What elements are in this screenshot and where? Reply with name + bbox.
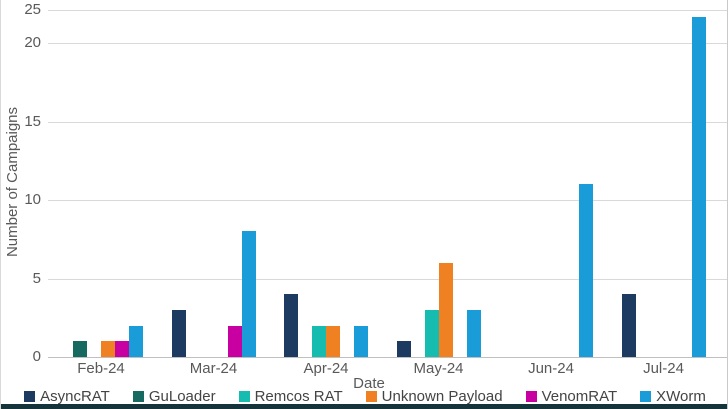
bar-venomrat-mar-24 bbox=[227, 325, 242, 357]
y-tick-label-0: 0 bbox=[32, 348, 41, 365]
bar-unknown-payload-feb-24 bbox=[101, 341, 115, 357]
legend-item-guloader: GuLoader bbox=[132, 388, 216, 405]
bar-xworm-feb-24 bbox=[129, 325, 143, 357]
bar-guloader-feb-24 bbox=[73, 341, 87, 357]
bar-asyncrat-may-24 bbox=[396, 341, 411, 357]
gridline-y-5 bbox=[48, 279, 727, 280]
x-axis-title: Date bbox=[353, 375, 385, 392]
x-label-jul-24: Jul-24 bbox=[643, 360, 684, 377]
legend-swatch-icon bbox=[238, 391, 250, 402]
y-axis-title: Number of Campaigns bbox=[4, 106, 21, 258]
legend-swatch-icon bbox=[525, 391, 537, 402]
legend-swatch-icon bbox=[24, 391, 36, 402]
y-tick-label-5: 5 bbox=[32, 270, 41, 287]
x-label-feb-24: Feb-24 bbox=[77, 360, 125, 377]
gridline-y-25 bbox=[48, 10, 727, 11]
bar-xworm-apr-24 bbox=[354, 325, 368, 357]
legend-label: GuLoader bbox=[148, 388, 216, 405]
bar-xworm-jun-24 bbox=[579, 184, 593, 357]
gridline-y-10 bbox=[48, 200, 727, 201]
legend-label: XWorm bbox=[656, 388, 706, 405]
bar-venomrat-feb-24 bbox=[115, 341, 129, 357]
x-axis-line bbox=[48, 357, 727, 358]
legend-swatch-icon bbox=[132, 391, 144, 402]
legend-label: VenomRAT bbox=[541, 388, 618, 405]
legend-swatch-icon bbox=[640, 391, 652, 402]
bar-remcos-rat-apr-24 bbox=[312, 325, 326, 357]
y-tick-label-25: 25 bbox=[24, 1, 41, 18]
bar-xworm-may-24 bbox=[466, 309, 481, 357]
x-label-may-24: May-24 bbox=[413, 360, 464, 377]
legend-item-unknown-payload: Unknown Payload bbox=[365, 388, 503, 405]
gridline-y-20 bbox=[48, 43, 727, 44]
bottom-border-strip bbox=[1, 404, 727, 409]
legend-item-remcos-rat: Remcos RAT bbox=[238, 388, 343, 405]
legend-item-xworm: XWorm bbox=[640, 388, 706, 405]
bar-asyncrat-apr-24 bbox=[284, 294, 298, 357]
bar-unknown-payload-may-24 bbox=[438, 262, 453, 357]
gridline-y-15 bbox=[48, 122, 727, 123]
bar-remcos-rat-may-24 bbox=[424, 309, 439, 357]
bar-unknown-payload-apr-24 bbox=[326, 325, 340, 357]
legend-swatch-icon bbox=[365, 391, 377, 402]
bar-asyncrat-mar-24 bbox=[171, 309, 186, 357]
x-label-mar-24: Mar-24 bbox=[189, 360, 238, 377]
legend-label: AsyncRAT bbox=[40, 388, 110, 405]
y-tick-label-10: 10 bbox=[24, 191, 41, 208]
legend-item-asyncrat: AsyncRAT bbox=[24, 388, 110, 405]
bar-asyncrat-jul-24 bbox=[621, 294, 636, 357]
y-tick-label-15: 15 bbox=[24, 113, 41, 130]
x-label-apr-24: Apr-24 bbox=[303, 360, 349, 377]
y-tick-label-20: 20 bbox=[24, 34, 41, 51]
legend-label: Remcos RAT bbox=[254, 388, 343, 405]
chart-legend: AsyncRAT GuLoader Remcos RAT Unknown Payloa… bbox=[1, 388, 727, 405]
bar-xworm-mar-24 bbox=[241, 231, 256, 357]
legend-label: Unknown Payload bbox=[381, 388, 503, 405]
bar-xworm-jul-24 bbox=[691, 16, 706, 357]
x-label-jun-24: Jun-24 bbox=[528, 360, 574, 377]
legend-item-venomrat: VenomRAT bbox=[525, 388, 618, 405]
